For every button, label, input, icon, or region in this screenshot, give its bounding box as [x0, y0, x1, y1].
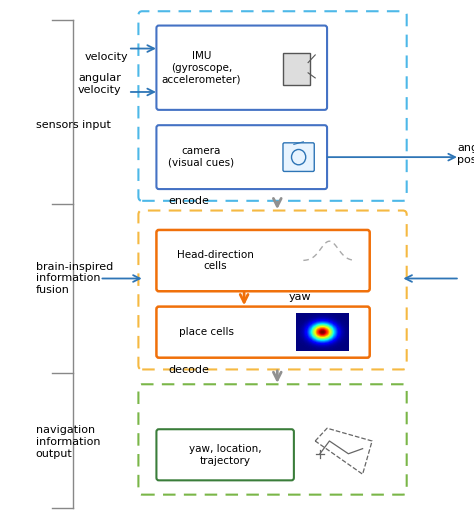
Text: brain-inspired
information
fusion: brain-inspired information fusion [36, 262, 113, 295]
Text: position: position [457, 155, 474, 166]
FancyBboxPatch shape [283, 54, 310, 84]
Text: yaw, location,
trajectory: yaw, location, trajectory [189, 444, 262, 466]
Text: navigation
information
output: navigation information output [36, 426, 100, 458]
Text: Head-direction
cells: Head-direction cells [177, 250, 254, 271]
Text: velocity: velocity [85, 52, 128, 62]
Text: decode: decode [168, 365, 209, 375]
FancyBboxPatch shape [156, 429, 294, 480]
Text: camera
(visual cues): camera (visual cues) [168, 146, 235, 168]
Text: sensors input: sensors input [36, 120, 110, 130]
FancyBboxPatch shape [156, 26, 327, 110]
FancyBboxPatch shape [156, 230, 370, 291]
Text: place cells: place cells [179, 327, 234, 337]
Text: yaw: yaw [289, 292, 312, 303]
Text: encode: encode [168, 196, 209, 206]
FancyBboxPatch shape [283, 143, 314, 172]
Text: IMU
(gyroscope,
accelerometer): IMU (gyroscope, accelerometer) [162, 51, 241, 84]
Text: angular
velocity: angular velocity [78, 73, 121, 95]
Text: angle: angle [457, 143, 474, 153]
FancyBboxPatch shape [156, 307, 370, 358]
FancyBboxPatch shape [156, 125, 327, 189]
